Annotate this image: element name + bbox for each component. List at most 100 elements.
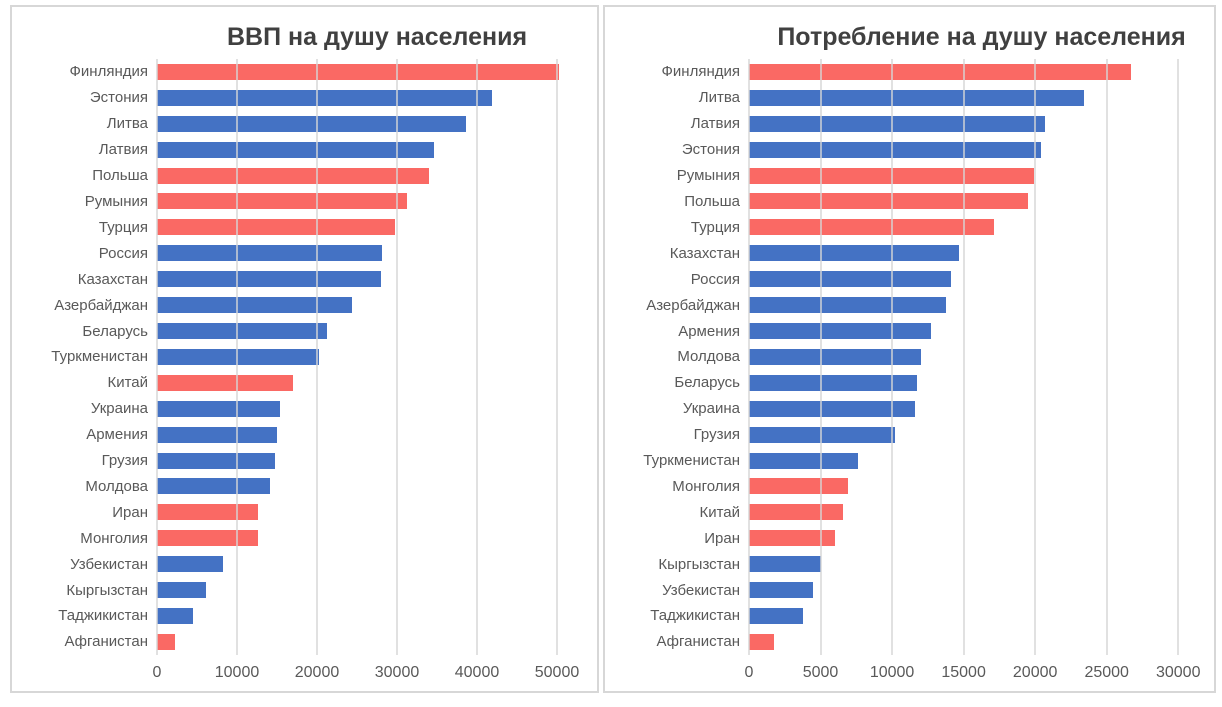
category-label: Монголия	[80, 529, 148, 547]
bar-row	[157, 214, 597, 240]
bar-row	[157, 59, 597, 85]
bar	[157, 193, 408, 210]
bar-row	[749, 344, 1214, 370]
bar-row	[749, 474, 1214, 500]
gridline	[236, 59, 238, 655]
bar	[157, 633, 175, 650]
bar-row	[749, 240, 1214, 266]
bar	[157, 426, 277, 443]
category-label: Туркменистан	[643, 452, 740, 470]
gridline	[891, 59, 894, 655]
bar	[157, 504, 258, 521]
bar-row	[157, 111, 597, 137]
category-label: Румыния	[84, 192, 148, 210]
bar	[749, 607, 804, 624]
category-label: Турция	[98, 218, 148, 236]
gridline	[396, 59, 398, 655]
bar	[749, 63, 1131, 80]
bar-row	[749, 111, 1214, 137]
category-labels: Финляндия Литва Латвия Эстония Румыния Польша…	[605, 59, 749, 655]
bar-row	[749, 85, 1214, 111]
bar-row	[157, 240, 597, 266]
bar-row	[157, 344, 597, 370]
x-tick-label: 30000	[1155, 664, 1201, 681]
category-label: Эстония	[89, 89, 148, 107]
category-label: Казахстан	[77, 270, 148, 288]
bar	[749, 374, 918, 391]
bar-row	[749, 214, 1214, 240]
x-tick-label: 20000	[1012, 664, 1058, 681]
bar	[749, 323, 931, 340]
x-tick-label: 50000	[534, 664, 580, 681]
category-label: Финляндия	[661, 63, 740, 81]
bar	[157, 556, 224, 573]
category-label: Кыргызстан	[66, 581, 148, 599]
category-label: Латвия	[690, 115, 740, 133]
gdp-per-capita-chart: ВВП на душу населения Финляндия Эстония Ли…	[10, 5, 599, 693]
category-label: Афганистан	[656, 633, 741, 651]
gridline	[556, 59, 558, 655]
bar-row	[157, 292, 597, 318]
bar	[749, 556, 821, 573]
category-label: Узбекистан	[70, 555, 148, 573]
x-tick-label: 0	[744, 664, 754, 681]
bar	[749, 219, 994, 236]
x-axis: 0 10000 20000 30000 40000 50000	[153, 655, 597, 691]
bar	[157, 245, 382, 262]
category-label: Польша	[92, 167, 148, 185]
chart-title: Потребление на душу населения	[777, 22, 1186, 51]
x-tick-label: 0	[152, 664, 162, 681]
bar-row	[749, 603, 1214, 629]
bar-row	[157, 603, 597, 629]
bar	[749, 245, 960, 262]
bar-row	[749, 318, 1214, 344]
bar-row	[749, 551, 1214, 577]
bar	[749, 348, 921, 365]
bar-row	[157, 422, 597, 448]
category-label: Иран	[704, 529, 740, 547]
bar-row	[749, 266, 1214, 292]
bar	[749, 633, 775, 650]
bar-row	[749, 422, 1214, 448]
bar-row	[157, 396, 597, 422]
category-label: Иран	[112, 503, 148, 521]
category-label: Финляндия	[69, 63, 148, 81]
bar-row	[749, 137, 1214, 163]
bar-row	[157, 577, 597, 603]
x-tick-label: 10000	[869, 664, 915, 681]
gridline	[1105, 59, 1108, 655]
bar-row	[749, 292, 1214, 318]
bar-row	[749, 629, 1214, 655]
x-tick-label: 25000	[1084, 664, 1129, 681]
gridline	[156, 59, 158, 655]
bar-row	[157, 85, 597, 111]
category-label: Кыргызстан	[658, 555, 740, 573]
bar-row	[157, 189, 597, 215]
bar	[157, 89, 493, 106]
category-label: Китай	[107, 374, 148, 392]
bar-row	[749, 189, 1214, 215]
gridline	[748, 59, 750, 655]
category-label: Литва	[698, 89, 740, 107]
bar-row	[157, 318, 597, 344]
bar	[157, 348, 320, 365]
plot-area	[156, 59, 597, 655]
bar	[157, 271, 381, 288]
bar	[157, 374, 293, 391]
bar-row	[157, 370, 597, 396]
category-label: Беларусь	[82, 322, 148, 340]
bar	[157, 452, 275, 469]
bar	[749, 115, 1046, 132]
category-label: Украина	[90, 400, 148, 418]
bar-row	[157, 448, 597, 474]
category-label: Узбекистан	[662, 581, 740, 599]
category-label: Таджикистан	[650, 607, 740, 625]
gridline	[819, 59, 822, 655]
bar	[157, 323, 327, 340]
bar-row	[157, 137, 597, 163]
category-label: Польша	[684, 192, 740, 210]
category-label: Беларусь	[674, 374, 740, 392]
x-tick-label: 40000	[454, 664, 500, 681]
bar	[157, 297, 353, 314]
category-label: Азербайджан	[54, 296, 148, 314]
